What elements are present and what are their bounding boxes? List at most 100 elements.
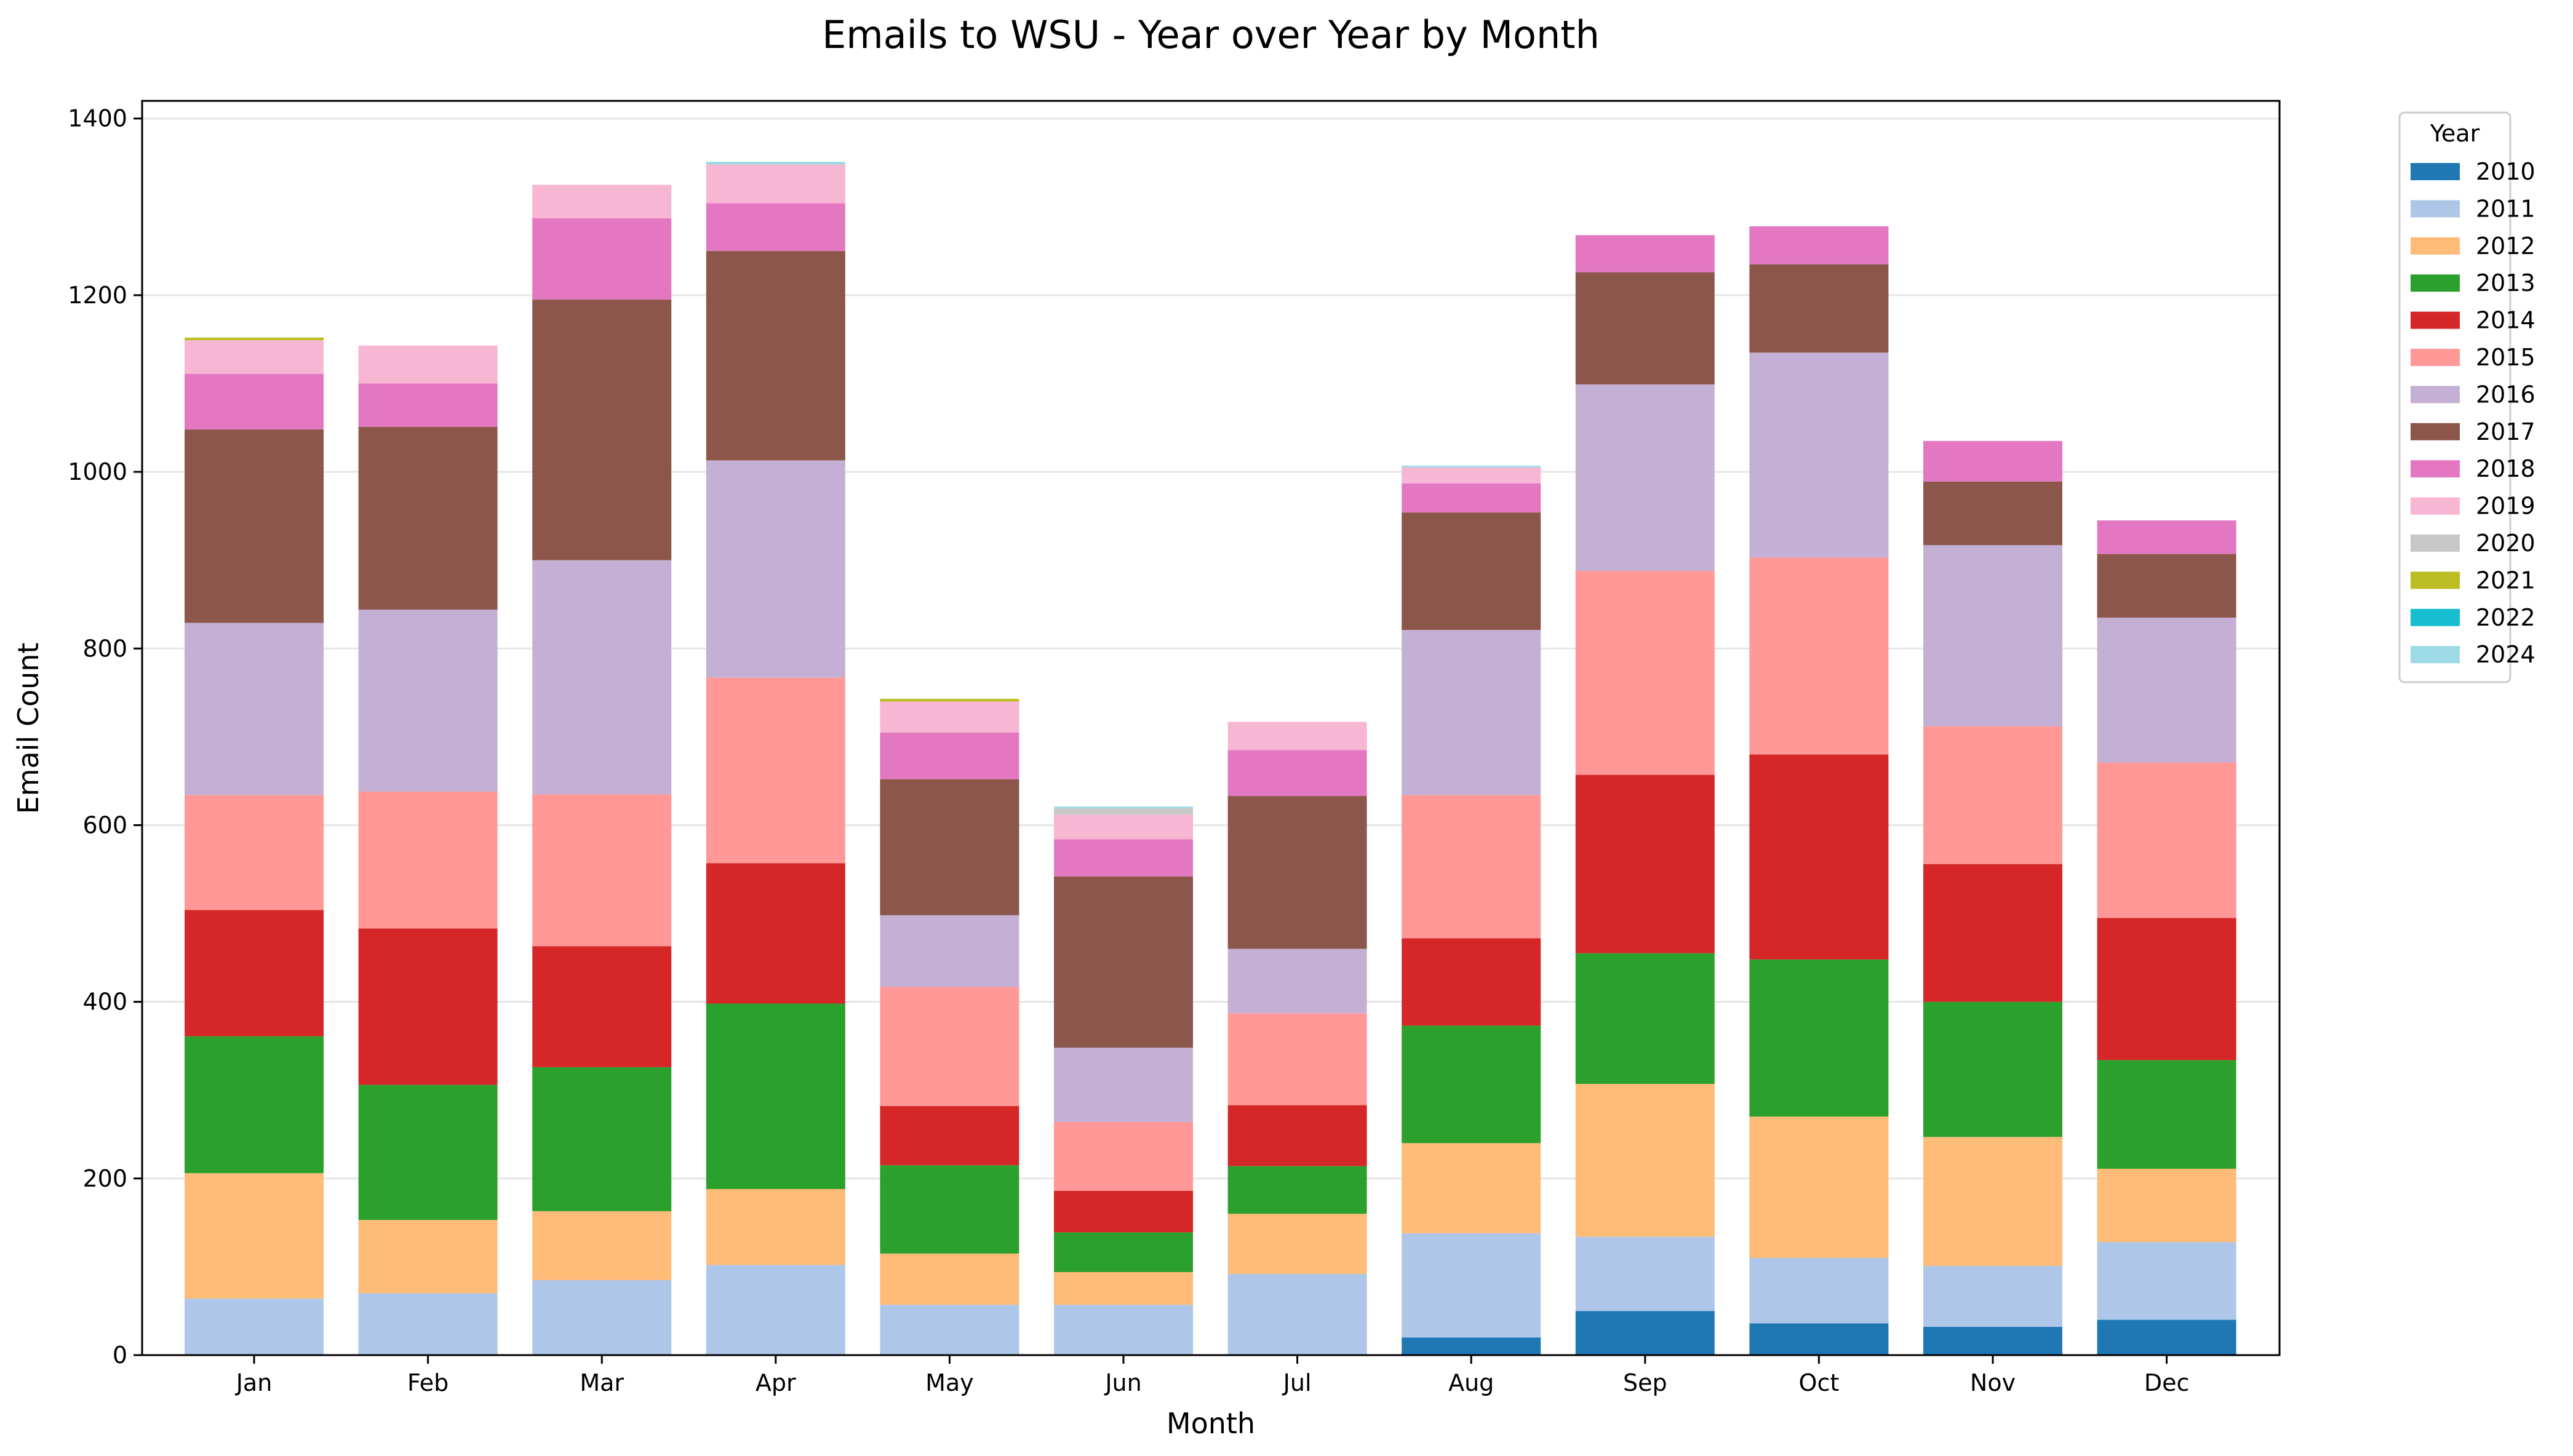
bar-segment [1054, 806, 1193, 809]
legend-label: 2015 [2476, 344, 2535, 371]
legend-label: 2019 [2476, 493, 2535, 520]
bar-segment [1749, 959, 1889, 1117]
bar-segment [2097, 1060, 2236, 1169]
bar-segment [1923, 440, 2062, 482]
x-tick-label: Feb [407, 1369, 449, 1396]
bar-segment [2097, 1169, 2236, 1243]
bar-segment [1575, 1084, 1715, 1237]
bar-segment [706, 1003, 845, 1190]
bar-segment [358, 610, 498, 792]
legend-label: 2014 [2476, 307, 2535, 334]
bar-segment [1923, 864, 2062, 1002]
bar-segment [880, 1253, 1019, 1305]
bar-segment [1402, 1337, 1541, 1355]
legend-label: 2016 [2476, 381, 2535, 408]
bar-segment [880, 1305, 1019, 1355]
bar-segment [880, 701, 1019, 733]
bar-segment [1054, 814, 1193, 840]
bar-segment [1749, 1258, 1889, 1324]
bar-segment [1923, 726, 2062, 864]
bar-segment [532, 185, 672, 218]
bar-segment [1749, 264, 1889, 353]
bar-segment [1402, 630, 1541, 795]
bar-segment [1923, 1265, 2062, 1327]
legend-swatch [2411, 571, 2460, 589]
bar-segment [358, 383, 498, 427]
bar-segment [2097, 762, 2236, 918]
bar-segment [1054, 1272, 1193, 1305]
bar-segment [1402, 795, 1541, 939]
y-tick-label: 600 [82, 811, 127, 838]
legend-swatch [2411, 237, 2460, 255]
bar-segment [1575, 953, 1715, 1084]
bar-segment [1402, 466, 1541, 467]
bar-segment [532, 946, 672, 1067]
bar-segment [185, 429, 324, 623]
bar-segment [532, 1067, 672, 1211]
bar-segment [1227, 1105, 1367, 1166]
legend-swatch [2411, 200, 2460, 218]
bar-segment [1054, 808, 1193, 815]
legend-swatch [2411, 163, 2460, 180]
bar-segment [1575, 570, 1715, 775]
bar-segment [532, 218, 672, 300]
bar-segment [1227, 1273, 1367, 1355]
bar-segment [2097, 918, 2236, 1060]
legend-label: 2022 [2476, 604, 2535, 631]
legend-label: 2018 [2476, 455, 2535, 482]
x-tick-label: Dec [2144, 1369, 2190, 1396]
bar-segment [1227, 1214, 1367, 1274]
bar-segment [185, 1036, 324, 1174]
legend-items: 2010 2011 2012 2013 2014 2015 2016 2017 2018 2019… [2411, 158, 2535, 668]
bar-segment [880, 699, 1019, 702]
bar-segment [706, 1265, 845, 1355]
bar-segment [185, 623, 324, 795]
bar-segment [1402, 512, 1541, 631]
legend-label: 2010 [2476, 158, 2535, 185]
legend-swatch [2411, 535, 2460, 552]
bar-segment [880, 987, 1019, 1107]
y-tick-label: 1000 [68, 458, 127, 485]
bar-segment [1575, 1311, 1715, 1355]
bar-segment [2097, 554, 2236, 618]
y-axis-ticks: 0 200 400 600 800 1000 1200 1400 [68, 105, 142, 1369]
legend-label: 2024 [2476, 641, 2535, 668]
bar-segment [532, 1279, 672, 1355]
bar-segment [185, 337, 324, 341]
bar-segment [1402, 483, 1541, 513]
chart-title: Emails to WSU - Year over Year by Month [822, 12, 1600, 57]
bar-segment [2097, 520, 2236, 554]
x-tick-label: Sep [1623, 1369, 1667, 1396]
x-tick-label: Oct [1799, 1369, 1840, 1396]
x-tick-label: Nov [1970, 1369, 2016, 1396]
bar-segment [358, 345, 498, 384]
bar-segment [706, 251, 845, 461]
y-tick-label: 1400 [68, 105, 127, 132]
bar-segment [1575, 774, 1715, 953]
legend-label: 2011 [2476, 195, 2535, 222]
bar-segment [880, 779, 1019, 915]
bar-segment [1054, 1305, 1193, 1355]
bar-segments [185, 162, 2236, 1355]
bar-segment [1054, 1190, 1193, 1233]
bar-segment [1054, 1232, 1193, 1273]
legend-swatch [2411, 497, 2460, 515]
bar-segment [706, 1189, 845, 1265]
bar-segment [1749, 226, 1889, 265]
bar-segment [706, 677, 845, 864]
bar-segment [1054, 876, 1193, 1048]
bar-segment [1227, 1013, 1367, 1105]
legend-swatch [2411, 608, 2460, 626]
y-tick-label: 400 [82, 989, 127, 1016]
x-tick-label: Jul [1282, 1369, 1312, 1396]
x-tick-label: Apr [756, 1369, 796, 1396]
bar-segment [185, 1299, 324, 1355]
x-axis-title: Month [1167, 1407, 1255, 1440]
bar-segment [1054, 1048, 1193, 1122]
legend-swatch [2411, 274, 2460, 292]
y-tick-label: 1200 [68, 282, 127, 309]
bar-segment [185, 1173, 324, 1299]
bar-segment [1402, 1143, 1541, 1233]
bar-segment [1227, 949, 1367, 1014]
bar-segment [880, 915, 1019, 987]
